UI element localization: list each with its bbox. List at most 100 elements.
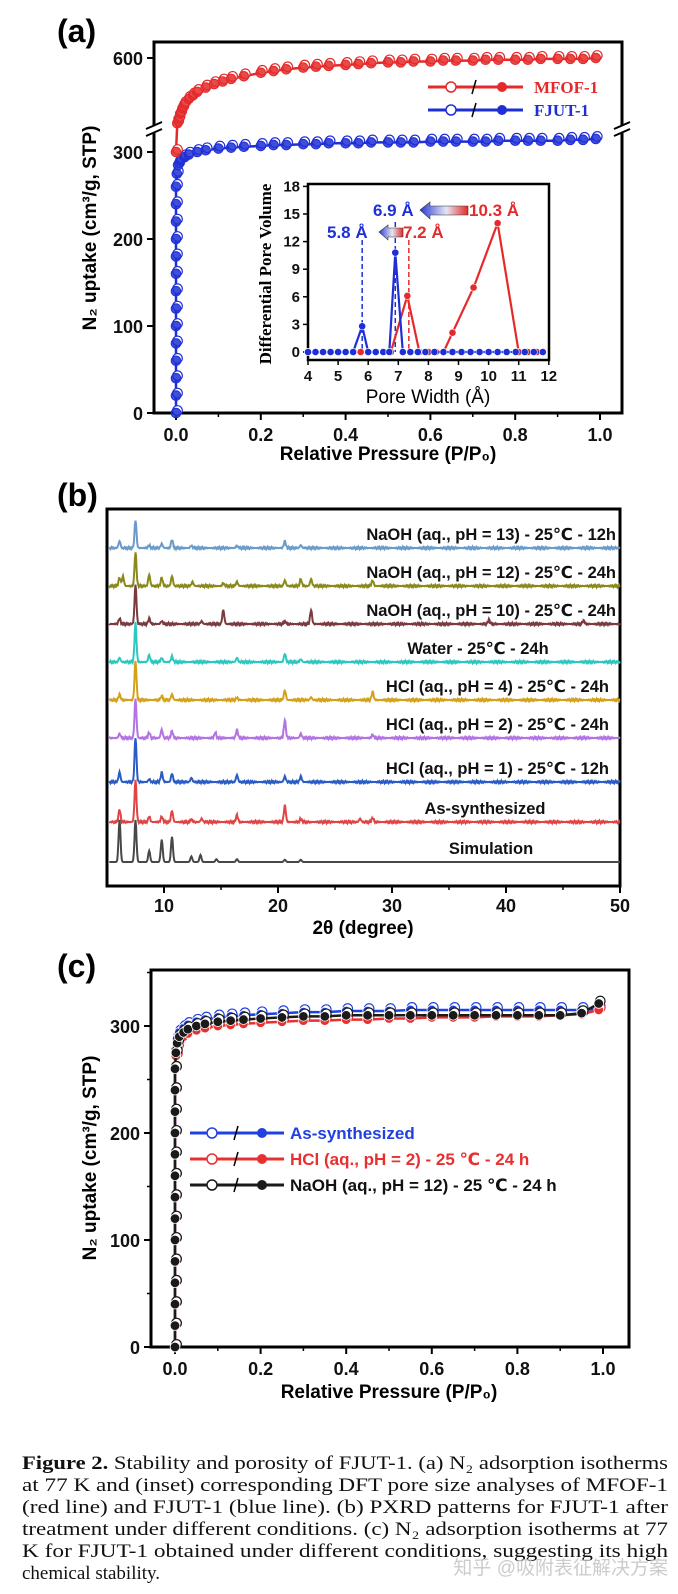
- axis-break-mark-left: [145, 121, 163, 130]
- legend-filled-marker: [497, 105, 507, 115]
- pxrd-trace: [108, 660, 621, 704]
- inset-data-point: [391, 248, 400, 257]
- inset-x-tick-label: 8: [424, 368, 432, 385]
- data-point-desorption: [212, 1016, 224, 1027]
- data-point-desorption: [170, 216, 182, 227]
- data-point-desorption: [169, 1127, 181, 1139]
- data-point-desorption: [405, 1010, 416, 1021]
- data-point-desorption: [170, 320, 182, 332]
- data-point-desorption: [170, 372, 182, 384]
- caption-line-3: (red line) and FJUT-1 (blue line). (b) P…: [22, 1497, 669, 1518]
- caption-line-1-text: Stability and porosity of FJUT-1. (a) N₂…: [108, 1453, 668, 1474]
- inset-data-point: [484, 348, 493, 356]
- data-point-desorption: [555, 1010, 566, 1021]
- inset-data-point: [469, 283, 478, 292]
- legend-label: As-synthesized: [290, 1124, 415, 1143]
- panel-label-a: (a): [57, 13, 96, 49]
- inset-x-tick-label: 6: [364, 368, 372, 385]
- data-point-desorption: [169, 1234, 181, 1246]
- pxrd-pattern-hcl-aq-ph-1-25-12h: HCl (aq., pH = 1) - 25℃ - 12h: [108, 738, 621, 786]
- inset-data-point: [406, 348, 415, 356]
- data-point-desorption: [362, 1010, 373, 1021]
- data-point-desorption: [170, 233, 182, 245]
- data-point-desorption: [170, 146, 182, 158]
- data-point-desorption: [425, 56, 436, 67]
- inset-data-point: [475, 348, 484, 356]
- pxrd-trace: [108, 621, 621, 666]
- panel-label-c: (c): [57, 948, 96, 984]
- pxrd-pattern-label: Water - 25℃ - 24h: [407, 640, 548, 658]
- data-point-desorption: [225, 73, 237, 85]
- inset-data-point: [466, 348, 475, 356]
- caption-line-5: K for FJUT-1 obtained under different co…: [22, 1541, 669, 1562]
- panel-c-y-axis-title: N₂ uptake (cm³/g, STP): [80, 1056, 101, 1261]
- inset-data-point: [398, 348, 407, 356]
- inset-y-tick-label: 18: [283, 178, 300, 195]
- pxrd-pattern-naoh-aq-ph-12-25-24h: NaOH (aq., pH = 12) - 25℃ - 24h: [108, 552, 621, 590]
- pxrd-trace: [108, 552, 621, 590]
- series-mfof-1: [170, 50, 603, 158]
- data-point-desorption: [492, 54, 504, 66]
- x-tick-label: 20: [268, 896, 288, 916]
- pxrd-pattern-label: NaOH (aq., pH = 10) - 25℃ - 24h: [366, 602, 616, 620]
- data-point-desorption: [169, 1298, 181, 1310]
- y-tick-label: 600: [113, 49, 143, 69]
- pxrd-pattern-hcl-aq-ph-2-25-24h: HCl (aq., pH = 2) - 25℃ - 24h: [108, 698, 621, 742]
- figure-caption: Figure 2. Stability and porosity of FJUT…: [22, 1453, 669, 1584]
- axis-break-gap-left: [148, 125, 160, 133]
- inset-data-point: [439, 348, 448, 356]
- legend-open-marker: [206, 1153, 218, 1165]
- inset-data-point: [421, 348, 430, 356]
- panel-b-pxrd-chart: 10 20 30 40 50 NaOH (aq., pH = 13) - 25℃ - 12…: [105, 507, 630, 916]
- data-point-desorption: [238, 70, 250, 82]
- series-fjut-1: [170, 131, 603, 419]
- data-point-desorption: [213, 143, 224, 154]
- caption-line-1: Figure 2. Stability and porosity of FJUT…: [22, 1453, 668, 1474]
- inset-data-point: [493, 219, 502, 228]
- data-point-desorption: [238, 141, 250, 153]
- data-point-desorption: [382, 137, 394, 148]
- x-tick-label: 1.0: [587, 425, 612, 445]
- inset-data-point: [448, 328, 457, 337]
- x-tick-label: 50: [610, 896, 630, 916]
- legend-open-marker: [206, 1127, 218, 1139]
- data-point-desorption: [408, 137, 419, 148]
- inset-series-blue: [304, 248, 547, 356]
- legend-item-hcl-aq-ph-2-25-24-h: HCl (aq., pH = 2) - 25 ℃ - 24 h: [190, 1150, 529, 1169]
- data-point-desorption: [437, 136, 449, 147]
- y-tick-label: 100: [113, 317, 143, 337]
- data-point-desorption: [509, 135, 521, 146]
- data-point-desorption: [170, 303, 182, 314]
- panel-c-x-axis-title: Relative Pressure (P/P₀): [281, 1382, 498, 1403]
- inset-data-point: [311, 348, 320, 356]
- axis-break-mark-right: [613, 128, 631, 137]
- data-point-desorption: [191, 86, 203, 98]
- data-point-desorption: [353, 58, 364, 70]
- data-point-desorption: [170, 338, 182, 349]
- data-point-desorption: [395, 137, 407, 148]
- data-point-desorption: [425, 136, 436, 147]
- inset-data-point: [493, 348, 502, 356]
- legend-filled-marker: [257, 1154, 267, 1164]
- inset-y-tick-label: 12: [283, 234, 300, 251]
- pxrd-pattern-label: HCl (aq., pH = 4) - 25℃ - 24h: [386, 678, 609, 696]
- data-point-desorption: [171, 168, 183, 180]
- legend-label: NaOH (aq., pH = 12) - 25 ℃ - 24 h: [290, 1176, 557, 1195]
- inset-x-tick-label: 12: [540, 368, 557, 385]
- data-point-desorption: [408, 56, 419, 67]
- caption-line-4: treatment under different conditions. (c…: [22, 1519, 668, 1540]
- inset-data-point: [511, 348, 520, 356]
- data-point-desorption: [297, 138, 309, 150]
- data-point-desorption: [170, 407, 182, 419]
- data-point-desorption: [450, 55, 462, 66]
- inset-data-point: [304, 348, 312, 356]
- data-point-desorption: [577, 134, 589, 146]
- legend-label: FJUT-1: [534, 101, 589, 120]
- legend-slash: [471, 79, 477, 95]
- x-tick-label: 40: [496, 896, 516, 916]
- inset-x-tick-label: 4: [304, 368, 313, 385]
- legend-slash: [233, 1151, 239, 1167]
- inset-data-point: [529, 348, 538, 356]
- data-point-desorption: [323, 60, 334, 72]
- axis-break-mark-right: [613, 121, 631, 130]
